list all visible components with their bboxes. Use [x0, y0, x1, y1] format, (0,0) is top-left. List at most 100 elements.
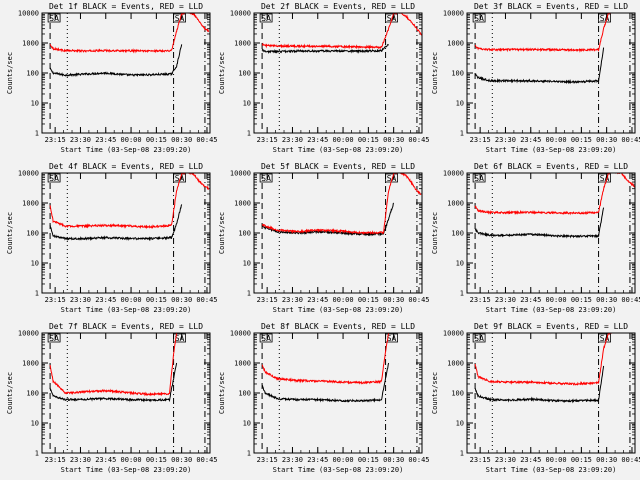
x-tick-label: 23:45: [520, 136, 541, 144]
chart-title: Det 3f BLACK = Events, RED = LLD: [474, 2, 628, 11]
y-tick-label: 10000: [230, 330, 251, 338]
chart-title: Det 1f BLACK = Events, RED = LLD: [49, 2, 203, 11]
chart-panel-3: Det 3f BLACK = Events, RED = LLD Counts/s…: [431, 2, 640, 154]
y-tick-label: 1: [35, 130, 39, 138]
lld-series-line: [262, 173, 422, 235]
x-tick-label: 23:30: [70, 136, 91, 144]
y-tick-label: 1000: [447, 360, 464, 368]
y-tick-label: 100: [26, 390, 39, 398]
x-tick-label: 00:00: [121, 296, 142, 304]
x-axis-label: Start Time (03-Sep-08 23:09:20): [486, 146, 617, 154]
x-tick-label: 00:30: [383, 136, 404, 144]
chart-title: Det 9f BLACK = Events, RED = LLD: [474, 322, 628, 331]
lld-series-line: [474, 333, 612, 386]
y-tick-label: 10: [31, 260, 39, 268]
x-tick-label: 23:30: [495, 456, 516, 464]
x-tick-label: 00:00: [333, 456, 354, 464]
x-tick-label: 00:30: [383, 296, 404, 304]
x-tick-label: 23:15: [45, 456, 66, 464]
y-axis-label: Counts/sec: [6, 52, 14, 94]
y-tick-label: 1000: [234, 40, 251, 48]
y-tick-label: 10000: [18, 10, 39, 18]
y-tick-label: 10: [31, 100, 39, 108]
y-tick-label: 10: [31, 420, 39, 428]
x-tick-label: 00:30: [383, 456, 404, 464]
y-tick-label: 100: [238, 390, 251, 398]
x-tick-label: 23:15: [257, 136, 278, 144]
chart-panel-7: Det 7f BLACK = Events, RED = LLD Counts/s…: [6, 322, 218, 474]
saa-flag-label: SA: [49, 14, 59, 23]
y-tick-label: 100: [451, 390, 464, 398]
saa-flag-label: SA: [49, 174, 59, 183]
saa-flag-label: SA: [474, 174, 484, 183]
y-tick-label: 1: [247, 450, 251, 458]
x-tick-label: 00:45: [621, 296, 640, 304]
x-tick-label: 23:45: [307, 136, 328, 144]
x-tick-label: 00:00: [121, 136, 142, 144]
x-tick-label: 23:30: [495, 136, 516, 144]
saa-flag-label: SA: [175, 14, 185, 23]
x-tick-label: 00:00: [333, 296, 354, 304]
x-tick-label: 00:45: [408, 136, 429, 144]
lld-series-line: [49, 173, 210, 230]
y-tick-label: 10: [456, 420, 464, 428]
plot-frame: [466, 12, 636, 134]
x-tick-label: 00:45: [408, 296, 429, 304]
x-tick-label: 23:45: [520, 296, 541, 304]
y-tick-label: 1000: [234, 200, 251, 208]
saa-flag-label: SA: [600, 14, 610, 23]
x-tick-label: 00:00: [333, 136, 354, 144]
y-axis-label: Counts/sec: [218, 372, 226, 414]
lld-series-line: [49, 13, 210, 54]
x-axis-label: Start Time (03-Sep-08 23:09:20): [273, 146, 404, 154]
x-axis-label: Start Time (03-Sep-08 23:09:20): [273, 306, 404, 314]
saa-flag-box: [598, 333, 611, 343]
chart-panel-4: Det 4f BLACK = Events, RED = LLD Counts/s…: [6, 162, 218, 314]
x-tick-label: 00:30: [171, 296, 192, 304]
y-tick-label: 1: [460, 290, 464, 298]
y-tick-label: 100: [451, 70, 464, 78]
y-tick-label: 100: [26, 70, 39, 78]
y-tick-label: 10000: [443, 10, 464, 18]
x-tick-label: 23:45: [95, 136, 116, 144]
x-tick-label: 00:15: [358, 136, 379, 144]
x-tick-label: 00:45: [621, 136, 640, 144]
saa-flag-box: [259, 173, 273, 183]
y-tick-label: 10: [243, 260, 251, 268]
x-tick-label: 23:45: [307, 296, 328, 304]
saa-flag-box: [259, 13, 273, 23]
x-tick-label: 23:30: [70, 296, 91, 304]
saa-flag-box: [47, 333, 61, 343]
saa-flag-label: SA: [261, 174, 271, 183]
chart-title: Det 5f BLACK = Events, RED = LLD: [261, 162, 415, 171]
x-tick-label: 00:15: [146, 296, 167, 304]
saa-flag-label: SA: [387, 334, 397, 343]
chart-panel-9: Det 9f BLACK = Events, RED = LLD Counts/s…: [431, 322, 640, 474]
plot-frame: [466, 172, 636, 294]
chart-title: Det 7f BLACK = Events, RED = LLD: [49, 322, 203, 331]
y-tick-label: 1: [247, 130, 251, 138]
saa-flag-label: SA: [600, 174, 610, 183]
lld-series-line: [261, 13, 422, 50]
x-tick-label: 23:15: [257, 296, 278, 304]
y-tick-label: 1000: [447, 200, 464, 208]
x-tick-label: 23:45: [95, 296, 116, 304]
x-tick-label: 23:45: [307, 456, 328, 464]
saa-flag-label: SA: [261, 14, 271, 23]
y-tick-label: 10: [456, 100, 464, 108]
events-series-line: [474, 47, 605, 85]
saa-flag-label: SA: [175, 334, 185, 343]
x-axis-label: Start Time (03-Sep-08 23:09:20): [61, 306, 192, 314]
y-tick-label: 1: [247, 290, 251, 298]
y-axis-label: Counts/sec: [431, 372, 439, 414]
x-axis-label: Start Time (03-Sep-08 23:09:20): [61, 146, 192, 154]
x-tick-label: 23:15: [45, 296, 66, 304]
y-axis-label: Counts/sec: [218, 212, 226, 254]
x-tick-label: 00:45: [196, 296, 217, 304]
x-tick-label: 00:45: [196, 456, 217, 464]
y-tick-label: 1000: [22, 40, 39, 48]
y-tick-label: 1: [35, 290, 39, 298]
y-axis-label: Counts/sec: [431, 212, 439, 254]
y-tick-label: 100: [451, 230, 464, 238]
